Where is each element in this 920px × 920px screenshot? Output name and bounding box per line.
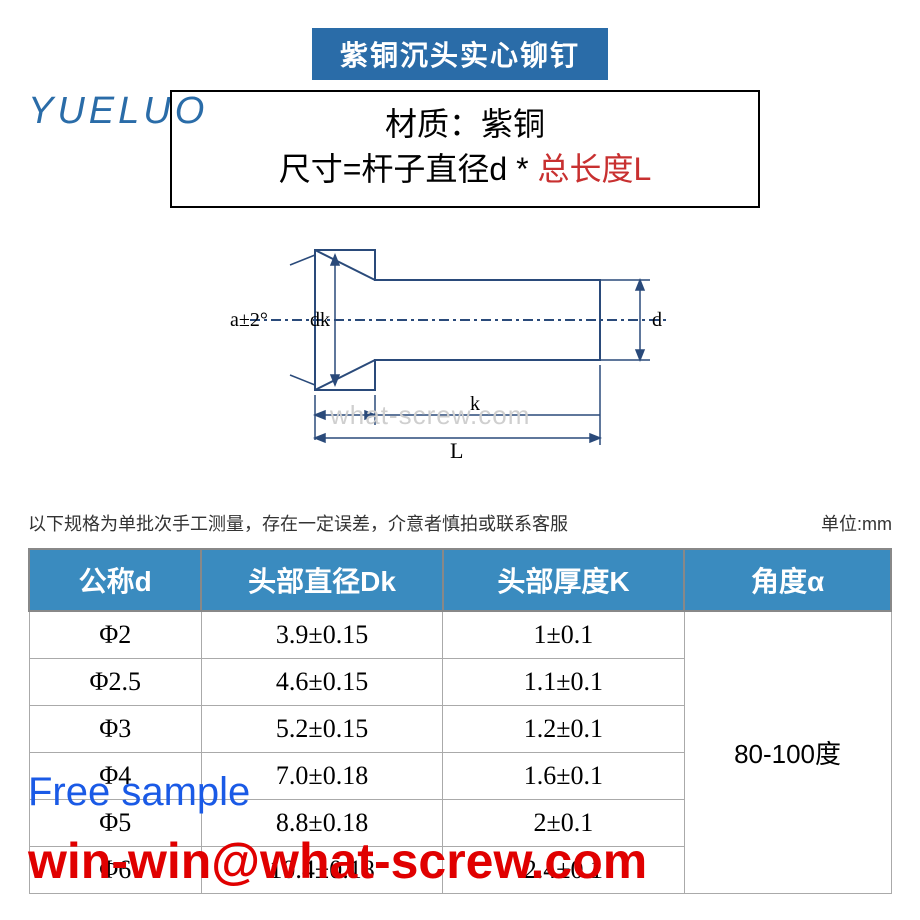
spec-dim-prefix: 尺寸=杆子直径d * [279, 151, 538, 187]
diagram-label-d: d [652, 309, 662, 331]
spec-dim-highlight: 总长度L [537, 151, 651, 187]
note-row: 以下规格为单批次手工测量，存在一定误差，介意者慎拍或联系客服 单位:mm [28, 510, 892, 536]
table-row: Φ23.9±0.151±0.180-100度 [29, 611, 891, 659]
free-sample-overlay: Free sample [28, 770, 250, 815]
spec-material: 材质：紫铜 [190, 102, 740, 147]
rivet-diagram: dk a±2° d k [170, 210, 730, 470]
spec-dimension: 尺寸=杆子直径d * 总长度L [190, 147, 740, 192]
table-cell: 1.1±0.1 [443, 659, 684, 706]
table-cell: Φ2 [29, 611, 201, 659]
title-banner: 紫铜沉头实心铆钉 [312, 28, 608, 80]
table-cell: 5.2±0.15 [201, 706, 442, 753]
table-cell: Φ3 [29, 706, 201, 753]
table-header-row: 公称d 头部直径Dk 头部厚度K 角度α [29, 549, 891, 611]
watermark-url: what-screw.com [330, 400, 530, 431]
note-left: 以下规格为单批次手工测量，存在一定误差，介意者慎拍或联系客服 [28, 510, 568, 536]
diagram-label-L: L [450, 438, 463, 463]
col-header-d: 公称d [29, 549, 201, 611]
note-right: 单位:mm [821, 510, 892, 536]
table-cell: Φ2.5 [29, 659, 201, 706]
spec-box: 材质：紫铜 尺寸=杆子直径d * 总长度L [170, 90, 760, 208]
col-header-k: 头部厚度K [443, 549, 684, 611]
angle-cell: 80-100度 [684, 611, 891, 894]
diagram-label-dk: dk [310, 309, 330, 331]
col-header-dk: 头部直径Dk [201, 549, 442, 611]
table-cell: 4.6±0.15 [201, 659, 442, 706]
table-cell: 1.6±0.1 [443, 753, 684, 800]
col-header-angle: 角度α [684, 549, 891, 611]
table-cell: 3.9±0.15 [201, 611, 442, 659]
email-overlay: win-win@what-screw.com [28, 832, 647, 890]
table-cell: 1.2±0.1 [443, 706, 684, 753]
diagram-label-a: a±2° [230, 309, 268, 331]
table-cell: 1±0.1 [443, 611, 684, 659]
